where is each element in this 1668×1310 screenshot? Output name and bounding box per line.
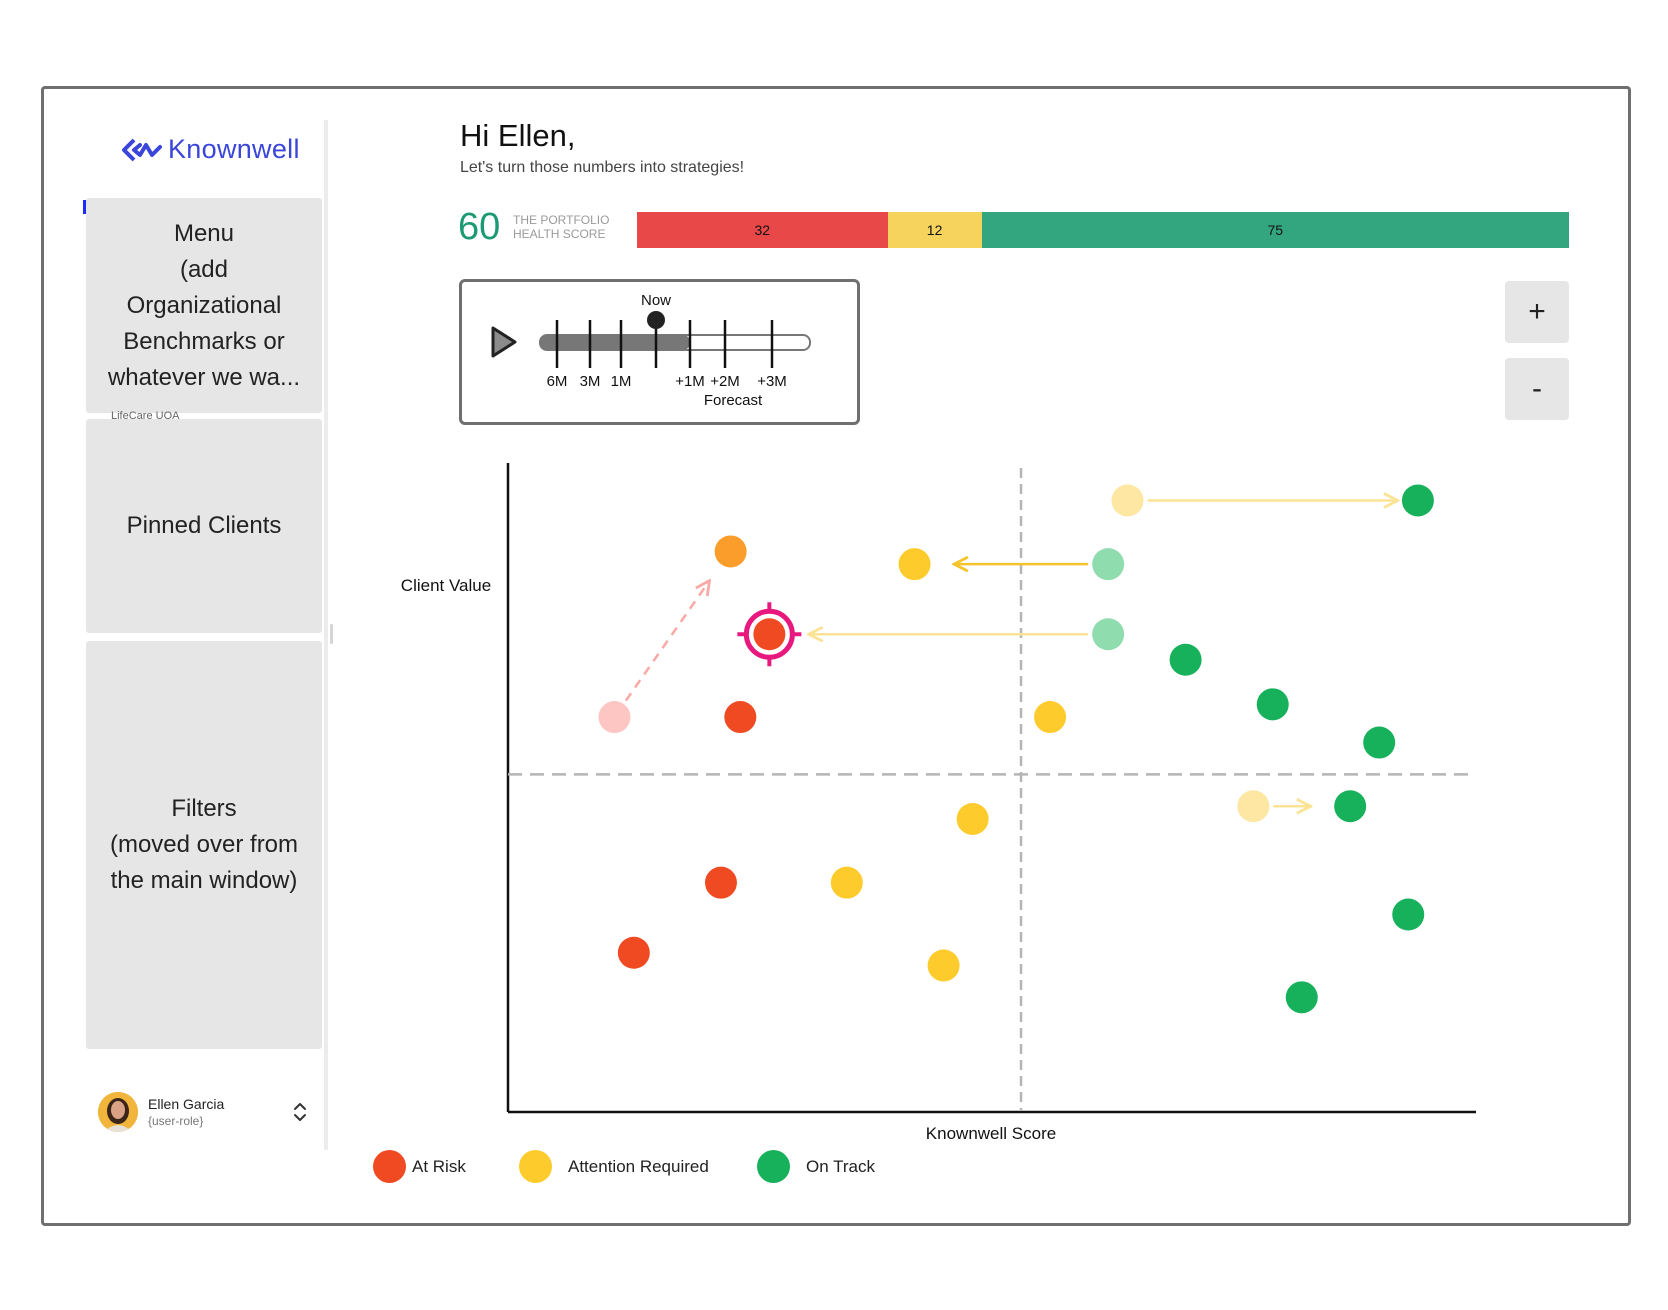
page-subtitle: Let's turn those numbers into strategies…	[460, 159, 745, 176]
client-point[interactable]	[1092, 548, 1125, 581]
client-point[interactable]	[753, 618, 786, 651]
client-point[interactable]	[1111, 484, 1144, 517]
client-point[interactable]	[1285, 981, 1318, 1014]
brand-name: Knownwell	[168, 134, 300, 164]
client-point[interactable]	[927, 949, 960, 982]
portfolio-health-score: 60	[458, 206, 501, 248]
client-point[interactable]	[1363, 726, 1396, 759]
sidebar	[84, 120, 328, 1150]
play-button[interactable]	[491, 326, 517, 358]
client-point[interactable]	[1169, 643, 1202, 676]
play-icon	[491, 326, 517, 358]
timeline-label-3m: 3M	[580, 373, 601, 390]
brand-logo[interactable]: Knownwell	[120, 134, 300, 165]
selected-client-marker[interactable]	[737, 602, 802, 667]
timeline-label-plus-3m: +3M	[757, 373, 787, 390]
health-segment: 32	[637, 212, 888, 248]
user-profile[interactable]: Ellen Garcia {user-role}	[98, 1090, 310, 1134]
movement-arrow	[624, 581, 710, 702]
client-point[interactable]	[1334, 790, 1367, 823]
client-point[interactable]	[704, 866, 737, 899]
timeline-forecast-label: Forecast	[704, 392, 763, 409]
pinned-clients-panel[interactable]: Pinned Clients	[86, 419, 322, 633]
timeline-label-plus-1m: +1M	[675, 373, 705, 390]
legend-attention: Attention Required	[519, 1150, 709, 1183]
sidebar-resize-handle[interactable]	[330, 624, 333, 644]
client-point[interactable]	[1392, 898, 1425, 931]
avatar	[98, 1092, 138, 1132]
user-name: Ellen Garcia	[148, 1096, 225, 1112]
client-point[interactable]	[724, 701, 757, 734]
legend-on-track-label: On Track	[806, 1156, 875, 1176]
page-title: Hi Ellen,	[460, 118, 576, 153]
client-point[interactable]	[1092, 618, 1125, 651]
filters-panel[interactable]: Filters (moved over from the main window…	[86, 641, 322, 1049]
timeline-label-6m: 6M	[547, 373, 568, 390]
timeline-progress	[540, 335, 690, 350]
legend-at-risk-label: At Risk	[412, 1156, 466, 1176]
legend-on-track-swatch	[757, 1150, 790, 1183]
client-point[interactable]	[1034, 701, 1067, 734]
health-distribution-bar: 32 12 75	[637, 212, 1569, 248]
client-point[interactable]	[898, 548, 931, 581]
timeline-scrubber-handle[interactable]	[647, 311, 665, 329]
health-segment: 12	[887, 212, 982, 248]
zoom-out-button[interactable]: -	[1505, 358, 1569, 420]
timeline-player: Now 6M 3M 1M +1M +2M +3M Forecast	[459, 279, 860, 425]
user-role: {user-role}	[148, 1114, 204, 1128]
y-axis-label: Client Value	[401, 576, 491, 595]
timeline-label-1m: 1M	[611, 373, 632, 390]
legend-at-risk-swatch	[373, 1150, 406, 1183]
client-point[interactable]	[617, 936, 650, 969]
x-axis-label: Knownwell Score	[926, 1124, 1056, 1143]
health-segment: 75	[981, 212, 1569, 248]
zoom-in-button[interactable]: +	[1505, 281, 1569, 343]
menu-panel[interactable]: Menu (add Organizational Benchmarks or w…	[86, 198, 322, 413]
legend-on-track: On Track	[757, 1150, 875, 1183]
portfolio-health-label: THE PORTFOLIO HEALTH SCORE	[513, 213, 610, 241]
client-point[interactable]	[714, 535, 747, 568]
legend-attention-swatch	[519, 1150, 552, 1183]
client-point[interactable]	[830, 866, 863, 899]
client-point[interactable]	[598, 701, 631, 734]
client-point[interactable]	[1401, 484, 1434, 517]
client-point[interactable]	[1256, 688, 1289, 721]
timeline-now-label: Now	[641, 292, 671, 309]
chevron-up-down-icon	[294, 1103, 306, 1121]
client-point[interactable]	[956, 802, 989, 835]
account-switcher-button[interactable]	[290, 1100, 310, 1124]
legend-at-risk: At Risk	[373, 1150, 466, 1183]
client-point[interactable]	[1237, 790, 1270, 823]
timeline-label-plus-2m: +2M	[710, 373, 740, 390]
legend-attention-label: Attention Required	[568, 1156, 709, 1176]
active-nav-indicator	[83, 200, 87, 214]
knownwell-logo-icon	[122, 138, 162, 161]
